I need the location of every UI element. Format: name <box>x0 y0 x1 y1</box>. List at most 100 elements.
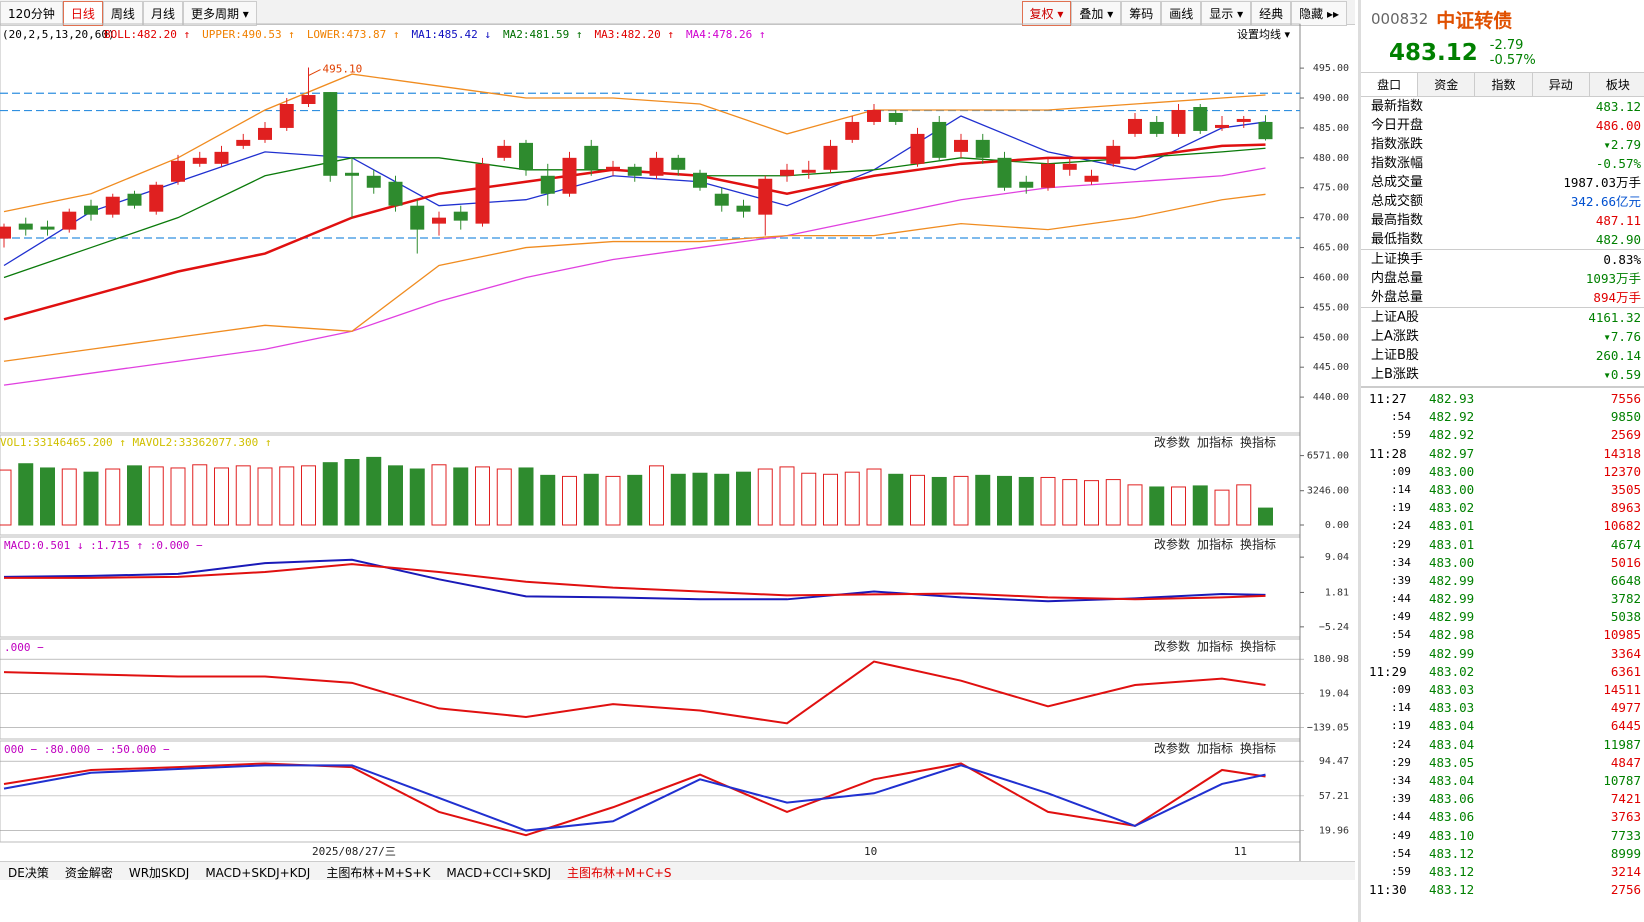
candle-body <box>497 145 512 158</box>
tick-time: :24 <box>1391 519 1411 533</box>
volume-bar <box>583 473 599 526</box>
template-tab[interactable]: MACD+CCI+SKDJ <box>446 866 551 880</box>
tick-price: 483.06 <box>1429 791 1475 807</box>
template-tab[interactable]: WR加SKDJ <box>128 866 190 880</box>
panel-button[interactable]: 加指标 <box>1197 639 1233 654</box>
quote-tab[interactable]: 盘口 <box>1361 73 1419 96</box>
period-button[interactable]: 120分钟 <box>0 1 63 26</box>
y-tick-label: 475.00 <box>1313 183 1349 194</box>
panel-button[interactable]: 加指标 <box>1197 741 1233 756</box>
quote-label: 上证换手 <box>1371 252 1424 267</box>
tool-button[interactable]: 隐藏 ▸▸ <box>1291 1 1347 26</box>
tick-time: :09 <box>1391 683 1411 696</box>
panel-button[interactable]: 换指标 <box>1240 639 1276 654</box>
candle-body <box>801 169 816 173</box>
y-tick-label: 495.00 <box>1313 63 1349 74</box>
y-tick-label: 3246.00 <box>1307 486 1349 497</box>
tick-price: 483.04 <box>1429 736 1475 752</box>
panel-button[interactable]: 加指标 <box>1197 537 1233 552</box>
tick-row: :29 483.05 4847 <box>1361 754 1644 772</box>
volume-bar <box>105 468 121 526</box>
quote-label: 最高指数 <box>1371 213 1424 228</box>
candle-body <box>258 127 272 140</box>
candle-body <box>519 142 533 170</box>
y-tick-label: 57.21 <box>1319 791 1349 802</box>
quote-tab[interactable]: 指数 <box>1475 73 1533 96</box>
quote-tab[interactable]: 异动 <box>1532 73 1590 96</box>
quote-label: 上证B股 <box>1371 348 1419 363</box>
quote-value: 482.90 <box>1595 232 1641 247</box>
tick-volume: 11987 <box>1603 736 1641 752</box>
kdj-label: 000 − :80.000 − :50.000 − <box>4 743 170 756</box>
candle-body <box>432 217 446 224</box>
volume-bar <box>605 475 621 526</box>
code: 000832 <box>1371 10 1429 28</box>
tick-price: 483.12 <box>1429 863 1475 879</box>
tool-button[interactable]: 画线 <box>1161 1 1202 26</box>
quote-value: 1987.03万手 <box>1563 175 1641 190</box>
quote-value: 4161.32 <box>1588 310 1641 325</box>
candle-body <box>975 139 990 158</box>
period-button[interactable]: 周线 <box>102 1 143 26</box>
tool-button[interactable]: 叠加 ▾ <box>1071 1 1122 26</box>
candle-body <box>627 166 642 176</box>
volume-bar <box>910 474 925 526</box>
panel-button[interactable]: 加指标 <box>1197 435 1233 450</box>
panel-button[interactable]: 改参数 <box>1154 435 1190 450</box>
quote-row: 内盘总量 1093万手 <box>1361 269 1644 288</box>
period-button[interactable]: 月线 <box>142 1 183 26</box>
quote-value: ▾7.76 <box>1603 329 1641 344</box>
y-tick-label: 94.47 <box>1319 756 1349 767</box>
tool-button[interactable]: 显示 ▾ <box>1201 1 1252 26</box>
tick-row: :24 483.04 11987 <box>1361 736 1644 754</box>
template-tab[interactable]: MACD+SKDJ+KDJ <box>205 866 311 880</box>
volume-bar <box>562 475 577 526</box>
tick-time: :59 <box>1391 428 1411 442</box>
volume-bar <box>61 468 77 526</box>
volume-bar <box>1236 484 1252 526</box>
quote-tab[interactable]: 板块 <box>1589 73 1644 96</box>
price: 483.12 <box>1389 40 1478 66</box>
tool-button[interactable]: 经典 <box>1251 1 1292 26</box>
template-tab[interactable]: 资金解密 <box>64 866 113 880</box>
volume-bar <box>1018 476 1034 526</box>
tick-row: 11:30 483.12 2756 <box>1361 881 1644 899</box>
y-tick-label: 465.00 <box>1313 243 1349 254</box>
panel-frame <box>0 23 1301 434</box>
volume-bar <box>975 474 991 526</box>
panel-button[interactable]: 换指标 <box>1240 435 1276 450</box>
name: 中证转债 <box>1436 9 1513 32</box>
tick-time: 11:30 <box>1369 882 1407 898</box>
panel-button[interactable]: 改参数 <box>1154 639 1190 654</box>
template-tab[interactable]: DE决策 <box>8 866 49 880</box>
tick-row: :54 483.12 8999 <box>1361 845 1644 863</box>
tick-row: :34 483.00 5016 <box>1361 554 1644 572</box>
template-tab[interactable]: 主图布林+M+S+K <box>326 866 431 880</box>
panel-button[interactable]: 改参数 <box>1154 741 1190 756</box>
quote-tab[interactable]: 资金 <box>1418 73 1476 96</box>
tick-price: 482.97 <box>1429 445 1475 461</box>
panel-button[interactable]: 改参数 <box>1154 537 1190 552</box>
tool-button[interactable]: 筹码 <box>1121 1 1162 26</box>
tick-time: :39 <box>1391 792 1411 806</box>
volume-bar <box>1192 485 1208 526</box>
tick-time: :24 <box>1391 737 1411 751</box>
y-tick-label: −139.05 <box>1307 722 1349 733</box>
volume-bar <box>1171 486 1186 526</box>
tick-price: 482.99 <box>1429 572 1475 588</box>
candle-body <box>127 193 142 206</box>
period-button[interactable]: 更多周期 ▾ <box>182 1 257 26</box>
candle-body <box>366 175 381 188</box>
tick-price: 483.02 <box>1429 500 1475 516</box>
quote-value: 0.83% <box>1603 252 1641 267</box>
y-tick-label: 455.00 <box>1313 302 1349 313</box>
panel-frame <box>0 638 1301 740</box>
panel-button[interactable]: 换指标 <box>1240 537 1276 552</box>
tick-volume: 2756 <box>1610 882 1641 898</box>
period-button[interactable]: 日线 <box>62 1 103 26</box>
y-tick-label: 6571.00 <box>1307 451 1349 462</box>
tool-button[interactable]: 复权 ▾ <box>1021 1 1072 26</box>
panel-button[interactable]: 换指标 <box>1240 741 1276 756</box>
template-tab[interactable]: 主图布林+M+C+S <box>567 866 672 880</box>
